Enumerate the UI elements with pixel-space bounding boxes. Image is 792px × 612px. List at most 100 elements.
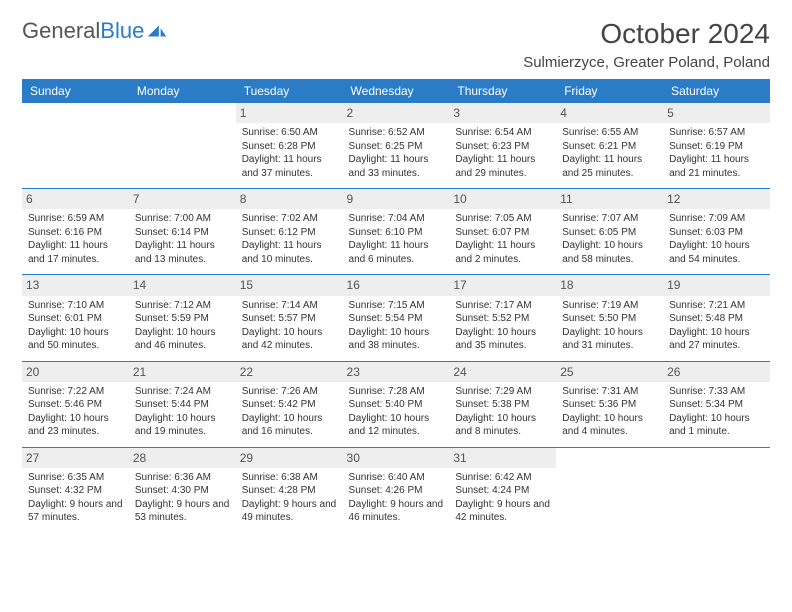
calendar-cell: 21Sunrise: 7:24 AMSunset: 5:44 PMDayligh… xyxy=(129,361,236,447)
day-number: 28 xyxy=(129,448,236,468)
calendar-cell: 4Sunrise: 6:55 AMSunset: 6:21 PMDaylight… xyxy=(556,103,663,189)
day-number: 25 xyxy=(556,362,663,382)
calendar-cell: 29Sunrise: 6:38 AMSunset: 4:28 PMDayligh… xyxy=(236,447,343,533)
day-number: 15 xyxy=(236,275,343,295)
sunset-text: Sunset: 4:32 PM xyxy=(28,484,123,498)
calendar-row: 13Sunrise: 7:10 AMSunset: 6:01 PMDayligh… xyxy=(22,275,770,361)
day-number: 12 xyxy=(663,189,770,209)
sunset-text: Sunset: 5:52 PM xyxy=(455,312,550,326)
daylight-text: Daylight: 10 hours and 19 minutes. xyxy=(135,412,230,439)
logo: GeneralBlue xyxy=(22,18,168,44)
day-number: 4 xyxy=(556,103,663,123)
sunrise-text: Sunrise: 6:59 AM xyxy=(28,212,123,226)
sunset-text: Sunset: 6:23 PM xyxy=(455,140,550,154)
calendar-body: ..1Sunrise: 6:50 AMSunset: 6:28 PMDaylig… xyxy=(22,103,770,533)
daylight-text: Daylight: 11 hours and 33 minutes. xyxy=(349,153,444,180)
sunrise-text: Sunrise: 7:33 AM xyxy=(669,385,764,399)
logo-text-1: General xyxy=(22,18,100,44)
sunset-text: Sunset: 6:01 PM xyxy=(28,312,123,326)
sunrise-text: Sunrise: 7:29 AM xyxy=(455,385,550,399)
daylight-text: Daylight: 10 hours and 46 minutes. xyxy=(135,326,230,353)
daylight-text: Daylight: 10 hours and 27 minutes. xyxy=(669,326,764,353)
sunset-text: Sunset: 5:48 PM xyxy=(669,312,764,326)
logo-text-2: Blue xyxy=(100,18,144,44)
daylight-text: Daylight: 11 hours and 10 minutes. xyxy=(242,239,337,266)
sunset-text: Sunset: 4:28 PM xyxy=(242,484,337,498)
day-number: 10 xyxy=(449,189,556,209)
day-number: 29 xyxy=(236,448,343,468)
sunrise-text: Sunrise: 7:14 AM xyxy=(242,299,337,313)
weekday-header: Monday xyxy=(129,79,236,103)
calendar-cell: 13 Sunrise: 7:10 AMSunset: 6:01 PMDayligh… xyxy=(22,275,129,361)
sunrise-text: Sunrise: 7:31 AM xyxy=(562,385,657,399)
calendar-cell: 7Sunrise: 7:00 AMSunset: 6:14 PMDaylight… xyxy=(129,189,236,275)
sunset-text: Sunset: 5:44 PM xyxy=(135,398,230,412)
sunrise-text: Sunrise: 6:40 AM xyxy=(349,471,444,485)
sunset-text: Sunset: 4:24 PM xyxy=(455,484,550,498)
sunset-text: Sunset: 5:54 PM xyxy=(349,312,444,326)
sunset-text: Sunset: 6:12 PM xyxy=(242,226,337,240)
calendar-cell: 5Sunrise: 6:57 AMSunset: 6:19 PMDaylight… xyxy=(663,103,770,189)
sunrise-text: Sunrise: 7:19 AM xyxy=(562,299,657,313)
sunset-text: Sunset: 5:40 PM xyxy=(349,398,444,412)
daylight-text: Daylight: 11 hours and 37 minutes. xyxy=(242,153,337,180)
sunrise-text: Sunrise: 6:55 AM xyxy=(562,126,657,140)
day-number: 26 xyxy=(663,362,770,382)
calendar-row: 27Sunrise: 6:35 AMSunset: 4:32 PMDayligh… xyxy=(22,447,770,533)
daylight-text: Daylight: 9 hours and 42 minutes. xyxy=(455,498,550,525)
calendar-cell: 11Sunrise: 7:07 AMSunset: 6:05 PMDayligh… xyxy=(556,189,663,275)
day-number: 13 xyxy=(22,275,129,295)
day-number: 23 xyxy=(343,362,450,382)
sunrise-text: Sunrise: 6:54 AM xyxy=(455,126,550,140)
weekday-header: Saturday xyxy=(663,79,770,103)
calendar-cell: 30Sunrise: 6:40 AMSunset: 4:26 PMDayligh… xyxy=(343,447,450,533)
sunset-text: Sunset: 6:05 PM xyxy=(562,226,657,240)
location-label: Sulmierzyce, Greater Poland, Poland xyxy=(523,54,770,71)
daylight-text: Daylight: 11 hours and 13 minutes. xyxy=(135,239,230,266)
daylight-text: Daylight: 10 hours and 50 minutes. xyxy=(28,326,123,353)
day-number: 20 xyxy=(22,362,129,382)
daylight-text: Daylight: 10 hours and 42 minutes. xyxy=(242,326,337,353)
sunrise-text: Sunrise: 7:15 AM xyxy=(349,299,444,313)
day-number: 6 xyxy=(22,189,129,209)
calendar-row: ..1Sunrise: 6:50 AMSunset: 6:28 PMDaylig… xyxy=(22,103,770,189)
sunrise-text: Sunrise: 7:10 AM xyxy=(28,299,123,313)
sunset-text: Sunset: 6:03 PM xyxy=(669,226,764,240)
calendar-cell: 16Sunrise: 7:15 AMSunset: 5:54 PMDayligh… xyxy=(343,275,450,361)
daylight-text: Daylight: 10 hours and 54 minutes. xyxy=(669,239,764,266)
calendar-cell: 3Sunrise: 6:54 AMSunset: 6:23 PMDaylight… xyxy=(449,103,556,189)
day-number: 18 xyxy=(556,275,663,295)
daylight-text: Daylight: 11 hours and 6 minutes. xyxy=(349,239,444,266)
calendar-cell: 27Sunrise: 6:35 AMSunset: 4:32 PMDayligh… xyxy=(22,447,129,533)
sunset-text: Sunset: 5:36 PM xyxy=(562,398,657,412)
sunset-text: Sunset: 6:14 PM xyxy=(135,226,230,240)
sunrise-text: Sunrise: 7:17 AM xyxy=(455,299,550,313)
sunset-text: Sunset: 6:25 PM xyxy=(349,140,444,154)
daylight-text: Daylight: 10 hours and 8 minutes. xyxy=(455,412,550,439)
daylight-text: Daylight: 10 hours and 12 minutes. xyxy=(349,412,444,439)
calendar-row: 6 Sunrise: 6:59 AMSunset: 6:16 PM Daylight… xyxy=(22,189,770,275)
daylight-text: Daylight: 10 hours and 23 minutes. xyxy=(28,412,123,439)
weekday-header: Wednesday xyxy=(343,79,450,103)
weekday-header-row: Sunday Monday Tuesday Wednesday Thursday… xyxy=(22,79,770,103)
day-number: 31 xyxy=(449,448,556,468)
calendar-cell: 1Sunrise: 6:50 AMSunset: 6:28 PMDaylight… xyxy=(236,103,343,189)
daylight-text: Daylight: 10 hours and 31 minutes. xyxy=(562,326,657,353)
day-number: 14 xyxy=(129,275,236,295)
calendar-cell: 20Sunrise: 7:22 AMSunset: 5:46 PMDayligh… xyxy=(22,361,129,447)
calendar-cell: 17Sunrise: 7:17 AMSunset: 5:52 PMDayligh… xyxy=(449,275,556,361)
calendar-cell: 2Sunrise: 6:52 AMSunset: 6:25 PMDaylight… xyxy=(343,103,450,189)
sunrise-text: Sunrise: 7:09 AM xyxy=(669,212,764,226)
calendar-table: Sunday Monday Tuesday Wednesday Thursday… xyxy=(22,79,770,533)
calendar-cell: 9Sunrise: 7:04 AMSunset: 6:10 PMDaylight… xyxy=(343,189,450,275)
daylight-text: Daylight: 11 hours and 21 minutes. xyxy=(669,153,764,180)
daylight-text: Daylight: 10 hours and 16 minutes. xyxy=(242,412,337,439)
day-number: 9 xyxy=(343,189,450,209)
sunset-text: Sunset: 6:16 PM xyxy=(28,226,123,240)
sunrise-text: Sunrise: 6:50 AM xyxy=(242,126,337,140)
header: GeneralBlue October 2024 Sulmierzyce, Gr… xyxy=(22,18,770,71)
daylight-text: Daylight: 9 hours and 57 minutes. xyxy=(28,498,123,525)
sunset-text: Sunset: 5:50 PM xyxy=(562,312,657,326)
calendar-row: 20Sunrise: 7:22 AMSunset: 5:46 PMDayligh… xyxy=(22,361,770,447)
calendar-cell: 31Sunrise: 6:42 AMSunset: 4:24 PMDayligh… xyxy=(449,447,556,533)
